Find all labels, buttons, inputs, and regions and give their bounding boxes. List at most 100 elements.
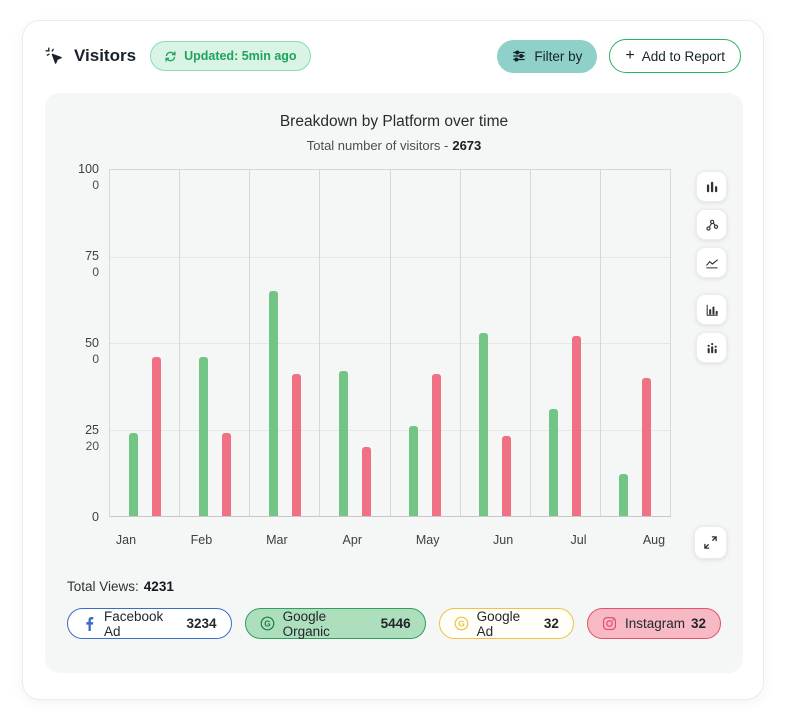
add-to-report-button[interactable]: + Add to Report xyxy=(609,39,741,73)
column-chart-icon xyxy=(705,303,719,317)
google-organic-icon: G xyxy=(260,616,275,631)
scatter-chart-tool-button[interactable] xyxy=(696,209,727,240)
y-tick-label: 100 xyxy=(78,162,99,176)
widget-title: Visitors xyxy=(74,46,137,65)
x-axis-label: Feb xyxy=(190,533,213,547)
x-axis-label: Jan xyxy=(115,533,137,547)
legend-pill-google-organic[interactable]: G Google Organic 5446 xyxy=(244,608,426,639)
bar-green-may[interactable] xyxy=(409,426,419,516)
svg-text:G: G xyxy=(264,620,270,629)
legend-pill-instagram[interactable]: Instagram 32 xyxy=(586,608,721,639)
chart-style-group xyxy=(696,294,727,363)
gridline xyxy=(110,256,671,258)
bar-red-jul[interactable] xyxy=(572,336,582,516)
gridline xyxy=(110,429,671,431)
sliders-icon xyxy=(512,49,526,63)
cursor-click-icon xyxy=(45,46,64,66)
legend-value: 3234 xyxy=(186,616,217,631)
bar-green-jun[interactable] xyxy=(479,332,489,516)
updated-text: Updated: 5min ago xyxy=(184,49,297,63)
header-left: Visitors Updated: 5min ago xyxy=(45,41,311,71)
scatter-chart-icon xyxy=(705,218,719,232)
y-tick-label: 50 xyxy=(85,336,99,350)
total-visitors-value: 2673 xyxy=(452,138,482,153)
total-views-label: Total Views: xyxy=(67,579,139,594)
plus-icon: + xyxy=(625,47,635,64)
chart-title: Breakdown by Platform over time xyxy=(279,113,509,130)
month-column-mar xyxy=(250,170,321,516)
month-column-apr xyxy=(320,170,391,516)
facebook-icon xyxy=(82,616,96,631)
y-axis: 100 0 75 0 50 0 25 20 0 xyxy=(61,162,109,524)
bar-red-feb[interactable] xyxy=(221,432,231,516)
header-right: Filter by + Add to Report xyxy=(497,39,741,73)
y-tick-sublabel: 0 xyxy=(92,265,99,279)
chart-panel: Breakdown by Platform over time Total nu… xyxy=(45,93,743,673)
month-column-feb xyxy=(180,170,251,516)
chart-type-group xyxy=(696,171,727,278)
column-chart-tool-button[interactable] xyxy=(696,294,727,325)
stacked-chart-icon xyxy=(705,341,719,355)
x-axis: Jan Feb Mar Apr May Jun Jul Aug xyxy=(109,533,671,547)
svg-text:G: G xyxy=(458,620,464,629)
month-column-aug xyxy=(601,170,671,516)
month-column-may xyxy=(391,170,461,516)
bar-chart-tool-button[interactable] xyxy=(696,171,727,202)
bar-green-mar[interactable] xyxy=(268,291,278,516)
updated-badge: Updated: 5min ago xyxy=(150,41,311,71)
expand-icon xyxy=(703,535,718,550)
stacked-chart-tool-button[interactable] xyxy=(696,332,727,363)
chart-subtitle-prefix: Total number of visitors - xyxy=(306,138,449,153)
filter-by-label: Filter by xyxy=(534,48,583,64)
y-tick-sublabel: 0 xyxy=(92,352,99,366)
x-axis-label: Jul xyxy=(570,533,587,547)
bar-red-may[interactable] xyxy=(432,374,442,516)
chart-subtitle: Total number of visitors -2673 xyxy=(45,138,743,153)
legend-pill-google-ad[interactable]: G Google Ad 32 xyxy=(438,608,574,639)
instagram-icon xyxy=(602,616,617,631)
legend-value: 32 xyxy=(543,616,559,631)
x-axis-label: Aug xyxy=(642,533,666,547)
card-header: Visitors Updated: 5min ago xyxy=(23,21,763,73)
y-tick-label: 25 xyxy=(85,423,99,437)
y-tick-label: 75 xyxy=(85,249,99,263)
legend: Facebook Ad 3234 G Google Organic 5446 G Googl… xyxy=(67,608,721,639)
month-column-jun xyxy=(461,170,531,516)
bar-green-apr[interactable] xyxy=(338,370,348,516)
legend-label: Google Ad xyxy=(476,608,521,639)
x-axis-label: May xyxy=(415,533,440,547)
refresh-icon xyxy=(164,50,177,63)
month-column-jul xyxy=(531,170,601,516)
x-axis-label: Jun xyxy=(493,533,514,547)
legend-label: Instagram xyxy=(624,616,685,631)
y-tick-label: 0 xyxy=(92,510,99,524)
expand-button[interactable] xyxy=(694,526,727,559)
bar-red-apr[interactable] xyxy=(361,446,371,516)
google-ad-icon: G xyxy=(454,616,469,631)
bar-red-mar[interactable] xyxy=(291,374,301,516)
plot-area xyxy=(109,169,671,517)
legend-pill-facebook-ad[interactable]: Facebook Ad 3234 xyxy=(67,608,232,639)
legend-value: 32 xyxy=(690,616,706,631)
line-chart-tool-button[interactable] xyxy=(696,247,727,278)
y-tick-sublabel: 0 xyxy=(92,178,99,192)
x-axis-label: Mar xyxy=(266,533,288,547)
bar-red-jan[interactable] xyxy=(151,356,161,516)
y-tick-sublabel: 20 xyxy=(85,439,99,453)
bar-green-jul[interactable] xyxy=(549,408,559,516)
bar-green-jan[interactable] xyxy=(128,432,138,516)
legend-value: 5446 xyxy=(380,616,411,631)
filter-by-button[interactable]: Filter by xyxy=(497,39,598,73)
add-to-report-label: Add to Report xyxy=(641,48,725,64)
chart-toolbar xyxy=(696,171,727,363)
line-chart-icon xyxy=(705,256,719,270)
bar-red-aug[interactable] xyxy=(642,377,652,516)
bar-red-jun[interactable] xyxy=(502,436,512,516)
legend-label: Facebook Ad xyxy=(104,608,164,639)
total-views: Total Views: 4231 xyxy=(67,579,743,594)
x-axis-label: Apr xyxy=(342,533,362,547)
bar-green-feb[interactable] xyxy=(198,356,208,516)
legend-label: Google Organic xyxy=(282,608,330,639)
bar-chart-icon xyxy=(705,180,719,194)
bar-green-aug[interactable] xyxy=(619,474,629,516)
